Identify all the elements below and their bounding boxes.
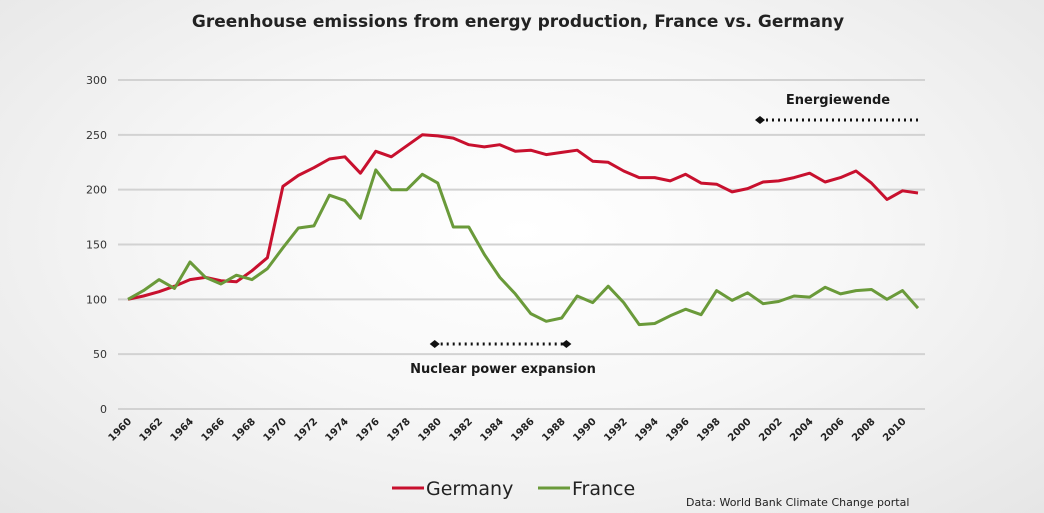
- y-tick-label: 50: [93, 348, 107, 361]
- x-tick-label: 2004: [788, 416, 815, 443]
- annotation-energiewende-label: Energiewende: [786, 93, 890, 108]
- x-tick-label: 1998: [695, 416, 722, 443]
- x-tick-label: 1962: [138, 416, 165, 443]
- x-tick-label: 1976: [354, 416, 381, 443]
- x-tick-label: 1986: [509, 416, 536, 443]
- annotation-nuclear-end-marker: [561, 340, 572, 348]
- x-tick-label: 1968: [231, 416, 258, 443]
- x-tick-label: 2010: [881, 416, 908, 443]
- y-tick-label: 200: [86, 184, 107, 197]
- y-tick-label: 300: [86, 74, 107, 87]
- x-tick-label: 1982: [447, 416, 474, 443]
- x-tick-label: 1974: [324, 416, 351, 443]
- y-tick-label: 0: [100, 403, 107, 416]
- annotation-nuclear-start-marker: [429, 340, 440, 348]
- x-tick-label: 1984: [478, 416, 505, 443]
- y-tick-label: 250: [86, 129, 107, 142]
- x-tick-label: 2008: [850, 416, 877, 443]
- x-tick-label: 1988: [540, 416, 567, 443]
- x-tick-label: 1966: [200, 416, 227, 443]
- x-tick-label: 1996: [664, 416, 691, 443]
- x-tick-label: 1972: [293, 416, 320, 443]
- x-tick-label: 1970: [262, 416, 289, 443]
- x-tick-label: 1992: [602, 416, 629, 443]
- x-tick-label: 1978: [385, 416, 412, 443]
- annotation-energiewende-start-marker: [755, 116, 765, 124]
- y-tick-label: 100: [86, 293, 107, 306]
- x-tick-label: 2002: [757, 416, 784, 443]
- series-line-france: [127, 168, 920, 327]
- x-tick-label: 2006: [819, 416, 846, 443]
- y-axis-ticks: 0 50 100 150 200 250 300: [86, 74, 107, 416]
- x-tick-label: 1960: [107, 416, 134, 443]
- x-tick-label: 1994: [633, 416, 660, 443]
- legend: Germany France: [392, 478, 635, 500]
- gridlines: [118, 79, 925, 410]
- x-tick-label: 1990: [571, 416, 598, 443]
- y-tick-label: 150: [86, 239, 107, 252]
- legend-label-france: France: [572, 478, 635, 500]
- data-source-note: Data: World Bank Climate Change portal: [686, 496, 909, 509]
- legend-label-germany: Germany: [426, 478, 513, 500]
- series-lines: [127, 133, 920, 327]
- x-tick-label: 1980: [416, 416, 443, 443]
- chart-title: Greenhouse emissions from energy product…: [192, 12, 844, 32]
- annotations: Energiewende Nuclear power expansion: [410, 93, 918, 377]
- x-tick-label: 2000: [726, 416, 753, 443]
- series-line-germany: [127, 133, 919, 301]
- annotation-nuclear-label: Nuclear power expansion: [410, 362, 596, 377]
- x-axis-ticks: 1960 1962 1964 1966 1968 1970 1972 1974 1976 1978…: [107, 416, 909, 443]
- x-tick-label: 1964: [169, 416, 196, 443]
